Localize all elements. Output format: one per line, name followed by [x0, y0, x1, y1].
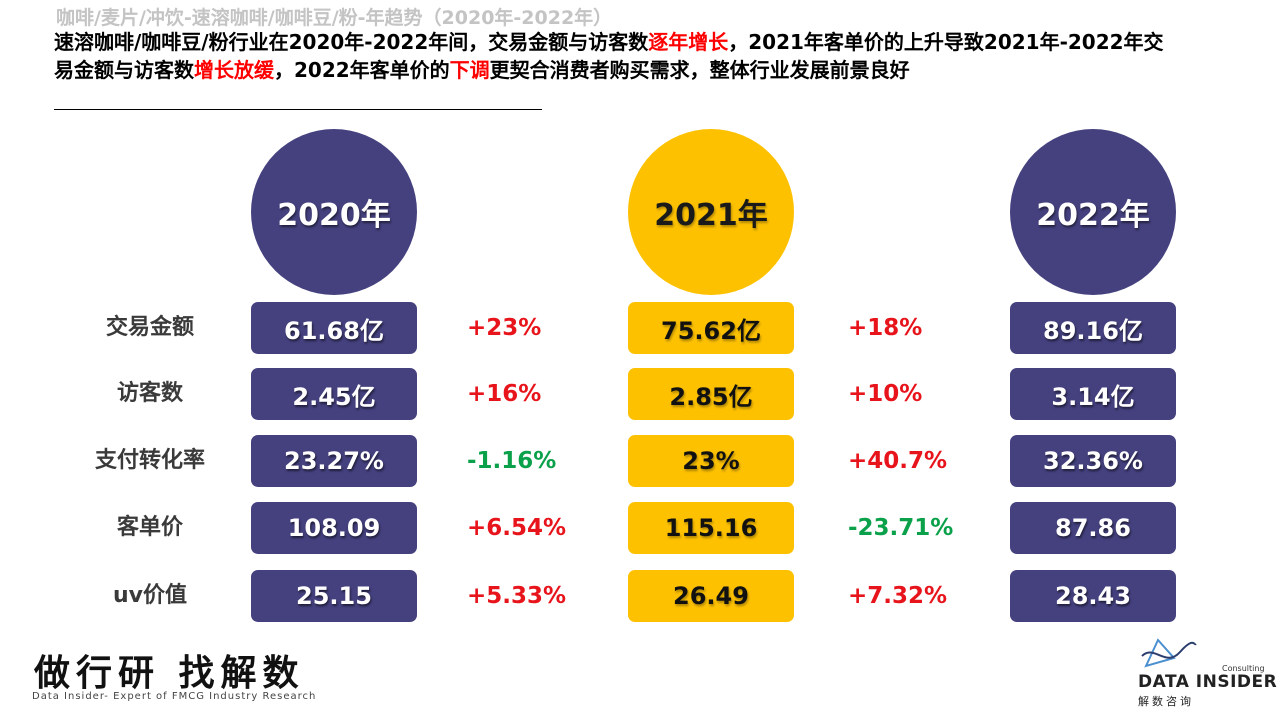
change-2020-2021-visitors: +16%	[467, 381, 542, 407]
change-2020-2021-avg-order-value: +6.54%	[467, 515, 567, 541]
value-2022-transaction-amount: 89.16亿	[1010, 302, 1176, 354]
summary-highlight-1: 逐年增长	[648, 30, 729, 54]
year-circle-2020: 2020年	[251, 129, 417, 295]
summary-text: 速溶咖啡/咖啡豆/粉行业在2020年-2022年间，交易金额与访客数逐年增长，2…	[54, 28, 1164, 84]
logo-consulting-text: Consulting	[1222, 664, 1265, 673]
value-2021-conversion-rate: 23%	[628, 435, 794, 487]
value-2020-transaction-amount: 61.68亿	[251, 302, 417, 354]
change-2021-2022-conversion-rate: +40.7%	[848, 448, 948, 474]
summary-part-3: ，2022年客单价的	[274, 58, 450, 82]
summary-part-1: 速溶咖啡/咖啡豆/粉行业在2020年-2022年间，交易金额与访客数	[54, 30, 649, 54]
row-label-avg-order-value: 客单价	[116, 515, 183, 540]
value-2022-conversion-rate: 32.36%	[1010, 435, 1176, 487]
value-2021-visitors: 2.85亿	[628, 368, 794, 420]
value-2021-transaction-amount: 75.62亿	[628, 302, 794, 354]
page-header-title: 咖啡/麦片/冲饮-速溶咖啡/咖啡豆/粉-年趋势（2020年-2022年）	[56, 7, 613, 29]
value-2021-avg-order-value: 115.16	[628, 502, 794, 554]
value-2020-avg-order-value: 108.09	[251, 502, 417, 554]
row-label-visitors: 访客数	[116, 381, 183, 406]
summary-underline	[54, 109, 542, 110]
value-2021-uv-value: 26.49	[628, 570, 794, 622]
summary-part-4: 更契合消费者购买需求，整体行业发展前景良好	[489, 58, 910, 82]
value-2022-avg-order-value: 87.86	[1010, 502, 1176, 554]
row-label-transaction-amount: 交易金额	[105, 315, 194, 340]
change-2021-2022-transaction-amount: +18%	[848, 315, 923, 341]
value-2022-visitors: 3.14亿	[1010, 368, 1176, 420]
change-2021-2022-uv-value: +7.32%	[848, 583, 948, 609]
summary-highlight-3: 下调	[449, 58, 490, 82]
summary-highlight-2: 增长放缓	[194, 58, 274, 82]
change-2021-2022-avg-order-value: -23.71%	[848, 515, 954, 541]
year-circle-2021: 2021年	[628, 129, 794, 295]
data-insider-logo: Consulting DATA INSIDER 解数咨询	[1136, 638, 1277, 708]
summary-part-2: ，2021年客单价的上升导致2021年-2022年交易金额与访客数	[54, 30, 1164, 82]
triangle-wave-icon	[1141, 638, 1197, 668]
value-2020-conversion-rate: 23.27%	[251, 435, 417, 487]
year-circle-2022: 2022年	[1010, 129, 1176, 295]
logo-chinese-text: 解数咨询	[1138, 695, 1194, 708]
change-2020-2021-conversion-rate: -1.16%	[467, 448, 557, 474]
value-2020-uv-value: 25.15	[251, 570, 417, 622]
footer-slogan-subtitle: Data Insider- Expert of FMCG Industry Re…	[32, 691, 317, 702]
value-2022-uv-value: 28.43	[1010, 570, 1176, 622]
value-2020-visitors: 2.45亿	[251, 368, 417, 420]
change-2020-2021-transaction-amount: +23%	[467, 315, 542, 341]
change-2020-2021-uv-value: +5.33%	[467, 583, 567, 609]
footer-slogan: 做行研 找解数	[34, 652, 305, 694]
change-2021-2022-visitors: +10%	[848, 381, 923, 407]
logo-name-text: DATA INSIDER	[1138, 672, 1278, 692]
row-label-uv-value: uv价值	[112, 583, 187, 608]
row-label-conversion-rate: 支付转化率	[94, 448, 205, 473]
